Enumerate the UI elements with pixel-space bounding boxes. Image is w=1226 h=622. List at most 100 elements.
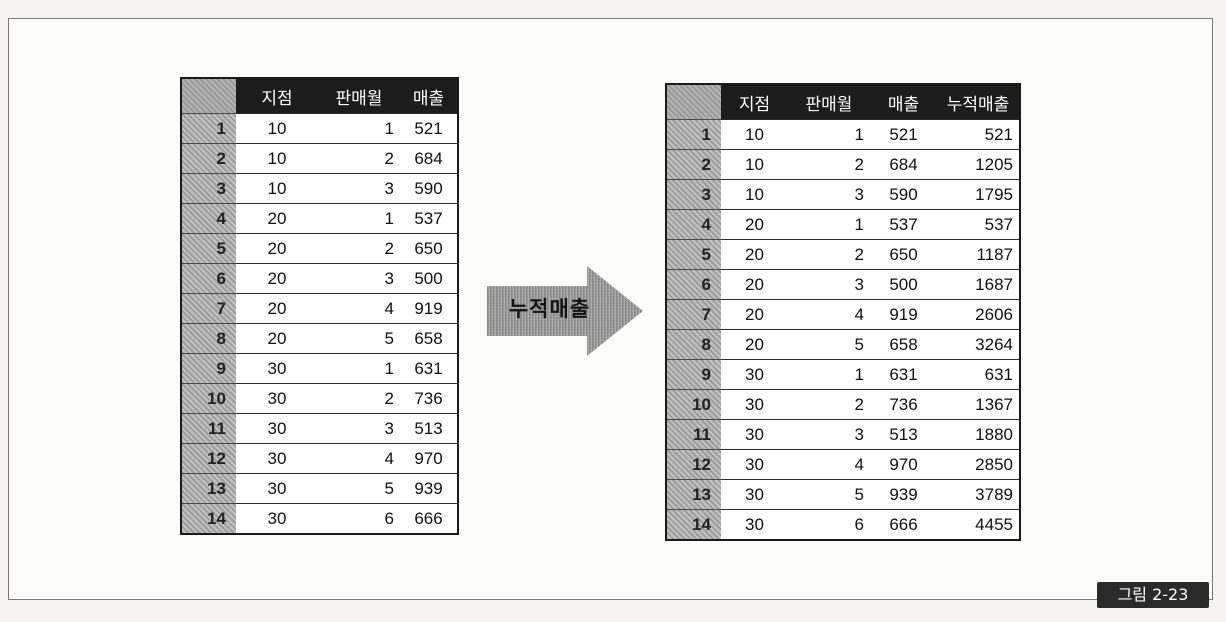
row-index: 7	[181, 293, 236, 324]
header-branch: 지점	[721, 84, 788, 120]
table-row: 11 30 3 513	[181, 413, 458, 444]
row-index: 6	[181, 263, 236, 294]
sales-cell: 631	[870, 359, 937, 390]
row-index: 8	[666, 329, 721, 360]
table-row: 14 30 6 666	[181, 503, 458, 534]
sales-cell: 500	[400, 263, 458, 294]
sales-cell: 970	[400, 443, 458, 474]
month-cell: 3	[318, 413, 400, 444]
month-cell: 4	[788, 299, 870, 330]
table-row: 5 20 2 650 1187	[666, 239, 1020, 270]
month-cell: 4	[318, 293, 400, 324]
branch-cell: 20	[721, 329, 788, 360]
cumulative-sales-cell: 1187	[937, 239, 1020, 270]
branch-cell: 20	[721, 209, 788, 240]
table-row: 2 10 2 684	[181, 143, 458, 174]
row-index: 1	[666, 119, 721, 150]
table-row: 3 10 3 590 1795	[666, 179, 1020, 210]
table-row: 7 20 4 919	[181, 293, 458, 324]
table-row: 6 20 3 500	[181, 263, 458, 294]
sales-cell: 970	[870, 449, 937, 480]
month-cell: 6	[318, 503, 400, 534]
sales-cell: 500	[870, 269, 937, 300]
sales-cell: 919	[400, 293, 458, 324]
sales-cell: 537	[400, 203, 458, 234]
month-cell: 1	[318, 203, 400, 234]
row-index: 5	[666, 239, 721, 270]
row-index: 14	[181, 503, 236, 534]
month-cell: 2	[788, 149, 870, 180]
month-cell: 4	[788, 449, 870, 480]
table-row: 9 30 1 631	[181, 353, 458, 384]
sales-cell: 658	[400, 323, 458, 354]
sales-cell: 919	[870, 299, 937, 330]
row-index: 13	[666, 479, 721, 510]
table-row: 12 30 4 970	[181, 443, 458, 474]
table-row: 13 30 5 939 3789	[666, 479, 1020, 510]
month-cell: 3	[788, 419, 870, 450]
cumulative-sales-cell: 4455	[937, 509, 1020, 540]
table-row: 4 20 1 537 537	[666, 209, 1020, 240]
row-index: 12	[666, 449, 721, 480]
sales-cell: 537	[870, 209, 937, 240]
table-row: 14 30 6 666 4455	[666, 509, 1020, 540]
branch-cell: 30	[236, 353, 318, 384]
cumulative-sales-cell: 1367	[937, 389, 1020, 420]
row-index: 3	[666, 179, 721, 210]
month-cell: 5	[788, 479, 870, 510]
month-cell: 5	[788, 329, 870, 360]
sales-cell: 513	[870, 419, 937, 450]
row-index: 9	[666, 359, 721, 390]
row-index: 9	[181, 353, 236, 384]
table-row: 9 30 1 631 631	[666, 359, 1020, 390]
month-cell: 6	[788, 509, 870, 540]
month-cell: 2	[788, 239, 870, 270]
corner-cell	[666, 84, 721, 120]
arrow-label: 누적매출	[508, 297, 591, 321]
branch-cell: 30	[236, 473, 318, 504]
header-sales: 매출	[400, 78, 458, 114]
cumulative-sales-cell: 2850	[937, 449, 1020, 480]
month-cell: 3	[318, 263, 400, 294]
branch-cell: 10	[721, 179, 788, 210]
month-cell: 3	[788, 179, 870, 210]
sales-cell: 513	[400, 413, 458, 444]
header-sales: 매출	[870, 84, 937, 120]
row-index: 11	[666, 419, 721, 450]
branch-cell: 30	[236, 383, 318, 414]
row-index: 13	[181, 473, 236, 504]
month-cell: 5	[318, 473, 400, 504]
branch-cell: 30	[236, 503, 318, 534]
table-row: 10 30 2 736	[181, 383, 458, 414]
table-row: 2 10 2 684 1205	[666, 149, 1020, 180]
sales-cell: 590	[870, 179, 937, 210]
arrow-right-icon	[487, 266, 643, 356]
cumulative-sales-cell: 1205	[937, 149, 1020, 180]
branch-cell: 10	[721, 119, 788, 150]
table-row: 3 10 3 590	[181, 173, 458, 204]
sales-cell: 666	[400, 503, 458, 534]
table-row: 6 20 3 500 1687	[666, 269, 1020, 300]
sales-cell: 939	[870, 479, 937, 510]
row-index: 4	[181, 203, 236, 234]
row-index: 7	[666, 299, 721, 330]
branch-cell: 10	[236, 113, 318, 144]
row-index: 2	[181, 143, 236, 174]
month-cell: 1	[788, 359, 870, 390]
sales-cell: 650	[870, 239, 937, 270]
cumulative-sales-cell: 1880	[937, 419, 1020, 450]
row-index: 11	[181, 413, 236, 444]
table-row: 10 30 2 736 1367	[666, 389, 1020, 420]
cumulative-sales-cell: 1795	[937, 179, 1020, 210]
month-cell: 1	[318, 353, 400, 384]
month-cell: 2	[318, 383, 400, 414]
row-index: 5	[181, 233, 236, 264]
cumulative-sales-cell: 3264	[937, 329, 1020, 360]
branch-cell: 20	[721, 239, 788, 270]
sales-cell: 658	[870, 329, 937, 360]
cumulative-sales-cell: 521	[937, 119, 1020, 150]
sales-cell: 631	[400, 353, 458, 384]
table-row: 13 30 5 939	[181, 473, 458, 504]
branch-cell: 10	[236, 173, 318, 204]
month-cell: 5	[318, 323, 400, 354]
